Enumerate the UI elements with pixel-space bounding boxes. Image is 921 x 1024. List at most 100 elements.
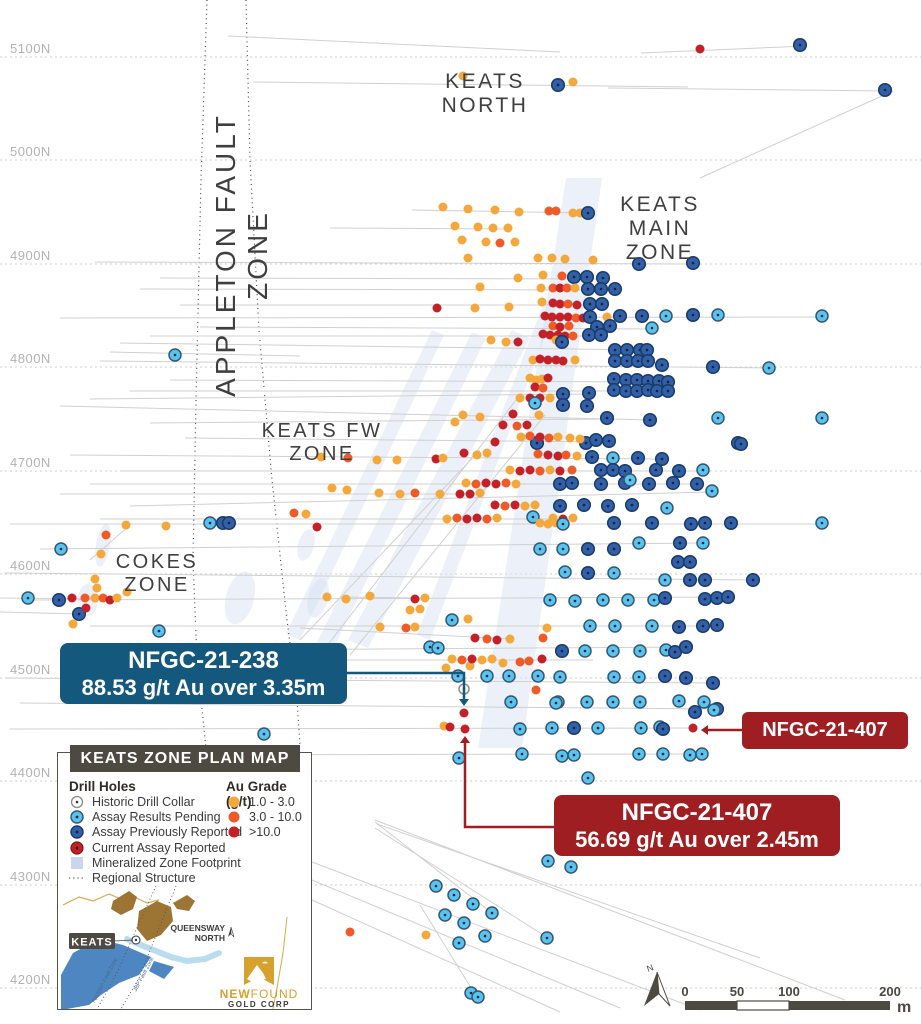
dot-center — [715, 596, 719, 600]
au-grade-over-10-dot — [535, 432, 545, 442]
dot-center — [646, 359, 650, 363]
inset-claims-polygon — [61, 939, 151, 1009]
drill-trace — [39, 542, 705, 550]
dot-center — [883, 88, 887, 92]
au-grade-1-3-dot — [504, 302, 514, 312]
dot-center — [677, 625, 681, 629]
dot-center — [606, 504, 610, 508]
au-grade-3-10-dot — [538, 633, 548, 643]
drill-trace — [319, 394, 521, 656]
dot-center — [650, 521, 654, 525]
dot-center — [594, 438, 598, 442]
dot-center — [637, 541, 641, 545]
au-grade-over-10-dot — [459, 708, 469, 718]
au-grade-3-10-dot — [500, 501, 510, 511]
au-grade-3-10-dot — [401, 623, 411, 633]
dot-center — [538, 547, 542, 551]
callout-nfgc-21-238: NFGC-21-238 88.53 g/t Au over 3.35m — [60, 643, 347, 704]
dot-center — [693, 710, 697, 714]
legend-title: KEATS ZONE PLAN MAP — [70, 745, 300, 772]
dot-center — [647, 482, 651, 486]
au-grade-3-10-dot — [471, 479, 481, 489]
au-grade-3-10-dot — [562, 283, 572, 293]
dot-center — [611, 700, 615, 704]
au-grade-1-3-dot — [342, 485, 352, 495]
drill-trace — [89, 393, 591, 400]
axis-label-4600N: 4600N — [10, 558, 51, 573]
au-grade-3-10-dot — [538, 383, 548, 393]
au-grade-1-3-dot — [487, 654, 497, 664]
legend-item-label: 3.0 - 10.0 — [249, 810, 302, 825]
dot-center — [572, 275, 576, 279]
dot-center — [157, 629, 161, 633]
dot-center — [548, 598, 552, 602]
au-grade-1-3-dot — [553, 432, 563, 442]
au-grade-1-3-dot — [421, 930, 431, 940]
au-grade-over-10-dot — [460, 724, 470, 734]
dot-center — [820, 521, 824, 525]
dot-center — [457, 941, 461, 945]
dot-center — [613, 348, 617, 352]
au-grade-over-10-dot — [67, 593, 77, 603]
au-grade-3-10-dot — [501, 478, 511, 488]
dot-center — [588, 315, 592, 319]
scalebar-tick-label: 100 — [778, 984, 800, 999]
au-grade-1-3-dot — [505, 634, 515, 644]
au-grade-3-10-dot — [571, 313, 581, 323]
drill-trace — [4, 572, 754, 581]
drill-trace — [59, 405, 652, 421]
au-grade-1-3-dot — [530, 500, 540, 510]
au-grade-3-10-dot — [289, 508, 299, 518]
legend-item-assay-previous: Assay Previously Reported — [69, 824, 242, 840]
dot-center — [560, 340, 564, 344]
au-grade-1-3-dot — [322, 592, 332, 602]
au-grade-over-10-dot — [432, 303, 442, 313]
dot-center — [652, 598, 656, 602]
dot-center — [471, 902, 475, 906]
dot-center — [507, 674, 511, 678]
au-grade-over-10-dot — [540, 311, 550, 321]
drill-trace — [374, 819, 846, 1001]
au-grade-1-3-dot — [513, 273, 523, 283]
dot-center — [637, 675, 641, 679]
blue-callout-connector — [347, 671, 466, 700]
inset-queensway-label: NORTH — [195, 933, 225, 943]
dot-center — [595, 325, 599, 329]
dot-center — [587, 391, 591, 395]
au-grade-over-10-dot — [431, 454, 441, 464]
dot-center — [436, 646, 440, 650]
dot-center — [660, 457, 664, 461]
scalebar-tick-label: 50 — [730, 984, 744, 999]
dot-center — [612, 675, 616, 679]
grade-low-icon — [228, 796, 240, 808]
au-grade-over-10-dot — [105, 595, 115, 605]
legend-item-label: Current Assay Reported — [92, 840, 226, 855]
dot-center — [558, 675, 562, 679]
dot-center — [572, 726, 576, 730]
dot-center — [691, 261, 695, 265]
dot-center — [665, 506, 669, 510]
au-grade-1-3-dot — [486, 335, 496, 345]
grade-mid-icon — [228, 811, 240, 823]
red-callout-connector — [463, 742, 554, 829]
au-grade-1-3-dot — [463, 204, 473, 214]
au-grade-over-10-dot — [695, 44, 705, 54]
legend-item-label: Assay Results Pending — [92, 810, 221, 825]
drill-trace — [349, 414, 546, 656]
dot-center — [227, 521, 231, 525]
dot-center — [664, 314, 668, 318]
au-grade-1-3-dot — [301, 509, 311, 519]
drill-trace — [159, 277, 605, 280]
drill-trace — [311, 861, 701, 1011]
au-grade-1-3-dot — [492, 513, 502, 523]
au-grade-over-10-dot — [555, 312, 565, 322]
dot-center — [586, 287, 590, 291]
dot-center — [612, 547, 616, 551]
dot-center — [536, 674, 540, 678]
au-grade-over-10-dot — [490, 500, 500, 510]
au-grade-1-3-dot — [588, 255, 598, 265]
axis-label-5000N: 5000N — [10, 144, 51, 159]
assay-current-icon — [70, 840, 84, 855]
drill-trace — [139, 288, 617, 291]
